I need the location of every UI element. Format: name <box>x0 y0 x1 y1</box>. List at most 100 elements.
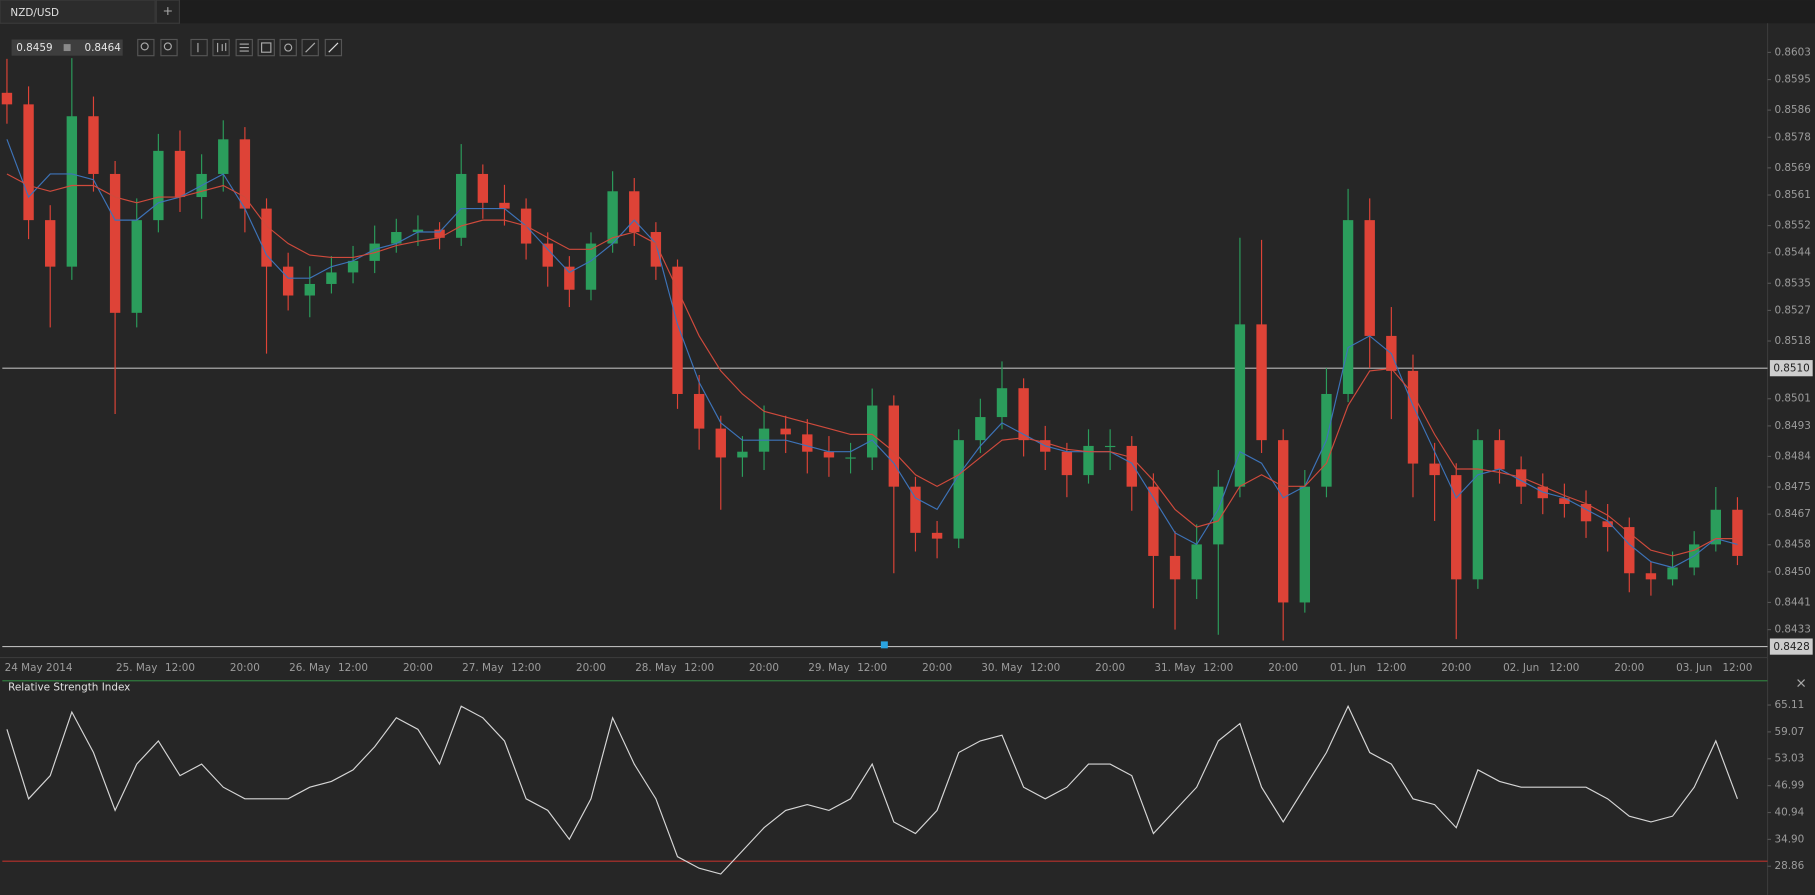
candle-body <box>1472 440 1484 580</box>
candle-body <box>1213 486 1224 545</box>
candle-body <box>153 150 164 221</box>
zoom-out[interactable] <box>137 38 155 57</box>
draw-tool[interactable] <box>257 38 275 57</box>
candle-body <box>1 92 13 105</box>
plot: 0.8603 0.8595 0.8586 0.8578 0.8569 0.8561 0.85… <box>1 46 1813 875</box>
y-tick-label: 0.8578 <box>1774 131 1810 143</box>
x-tick-label: 12:00 <box>1030 662 1060 674</box>
candle-body <box>261 208 272 267</box>
candle-body <box>1407 370 1419 464</box>
candle-body <box>1061 451 1073 476</box>
candle-body <box>1299 486 1311 603</box>
candle-body <box>585 243 597 290</box>
new-tab-button[interactable] <box>155 0 180 24</box>
y-tick-label: 0.8475 <box>1774 481 1810 493</box>
zoom-in[interactable] <box>160 38 178 57</box>
y-tick-label: 59.07 <box>1774 726 1804 738</box>
candle-body <box>1148 486 1159 556</box>
candle-body <box>131 220 142 313</box>
candle-body <box>109 173 121 313</box>
candle-body <box>456 173 467 238</box>
tab[interactable] <box>0 0 156 24</box>
y-tick-label: 0.8561 <box>1774 189 1810 201</box>
moving-average <box>6 139 1738 569</box>
x-tick-label: 25. May <box>116 662 157 674</box>
timeframe[interactable] <box>190 38 208 57</box>
y-tick-label: 0.8569 <box>1774 162 1810 174</box>
new-tab-label: + <box>163 4 174 19</box>
moving-average <box>6 173 1738 557</box>
candle-body <box>174 150 186 198</box>
candle-body <box>1169 555 1181 580</box>
y-tick-label: 0.8552 <box>1774 220 1810 232</box>
x-tick-label: 20:00 <box>922 662 952 674</box>
candle-body <box>23 104 34 221</box>
candle-body <box>1580 503 1592 522</box>
y-tick-label: 0.8441 <box>1774 596 1810 608</box>
candle-body <box>1083 445 1094 476</box>
candle-body <box>953 440 964 539</box>
candle-body <box>1191 544 1202 580</box>
price-line-label-box <box>1769 360 1813 377</box>
x-tick-label: 28. May <box>635 662 676 674</box>
x-tick-label: 12:00 <box>1722 662 1752 674</box>
candle-body <box>1342 220 1354 394</box>
candle-body <box>1667 567 1678 580</box>
candle-body <box>1710 509 1722 545</box>
candle-body <box>1732 509 1743 556</box>
candle-body <box>499 202 510 209</box>
chart-type[interactable] <box>212 38 230 57</box>
candle-body <box>629 191 640 233</box>
candle-body <box>1364 220 1375 336</box>
y-tick-label: 46.99 <box>1774 780 1804 792</box>
candle-body <box>434 229 445 238</box>
candle-body <box>45 220 56 267</box>
y-tick-label: 0.8595 <box>1774 74 1810 86</box>
candle-body <box>910 486 921 533</box>
candle-body <box>66 116 78 267</box>
indicators[interactable] <box>235 38 253 57</box>
edit[interactable] <box>301 38 319 57</box>
pencil[interactable] <box>324 38 343 57</box>
candle-body <box>477 173 489 203</box>
candle-body <box>1277 440 1289 603</box>
y-tick-label: 0.8586 <box>1774 104 1810 116</box>
candle-body <box>282 266 294 296</box>
price-line-label-box <box>1769 638 1813 655</box>
x-tick-label: 12:00 <box>1549 662 1579 674</box>
candle-body <box>1645 573 1657 580</box>
x-tick-label: 20:00 <box>1614 662 1644 674</box>
y-tick-label: 65.11 <box>1774 699 1804 711</box>
y-tick-label: 28.86 <box>1774 860 1804 872</box>
x-tick-label: 27. May <box>462 662 503 674</box>
y-tick-label: 0.8433 <box>1774 624 1810 636</box>
candle-body <box>1429 463 1440 476</box>
x-tick-label: 12:00 <box>1376 662 1406 674</box>
candle-body <box>672 266 683 394</box>
x-tick-label: 20:00 <box>749 662 779 674</box>
candle-body <box>931 532 943 539</box>
line-handle[interactable] <box>880 641 888 649</box>
candle-body <box>1602 521 1613 528</box>
x-tick-label: 12:00 <box>1203 662 1233 674</box>
candle-body <box>304 283 315 296</box>
x-tick-label: 20:00 <box>230 662 260 674</box>
close-indicator[interactable] <box>1797 679 1805 687</box>
indicator-title: Relative Strength Index <box>8 682 130 694</box>
y-tick-label: 0.8450 <box>1774 566 1810 578</box>
x-tick-label: 20:00 <box>403 662 433 674</box>
x-tick-label: 12:00 <box>338 662 368 674</box>
candle-body <box>542 243 553 267</box>
y-tick-label: 0.8518 <box>1774 335 1810 347</box>
y-tick-label: 53.03 <box>1774 753 1804 765</box>
candle-body <box>996 388 1008 418</box>
y-tick-label: 0.8501 <box>1774 393 1810 405</box>
candle-body <box>888 405 900 487</box>
x-tick-label: 26. May <box>289 662 330 674</box>
candle-body <box>845 457 856 459</box>
objects[interactable] <box>279 38 297 57</box>
candle-body <box>412 229 424 233</box>
candle-body <box>715 428 726 458</box>
candle-body <box>326 272 337 284</box>
